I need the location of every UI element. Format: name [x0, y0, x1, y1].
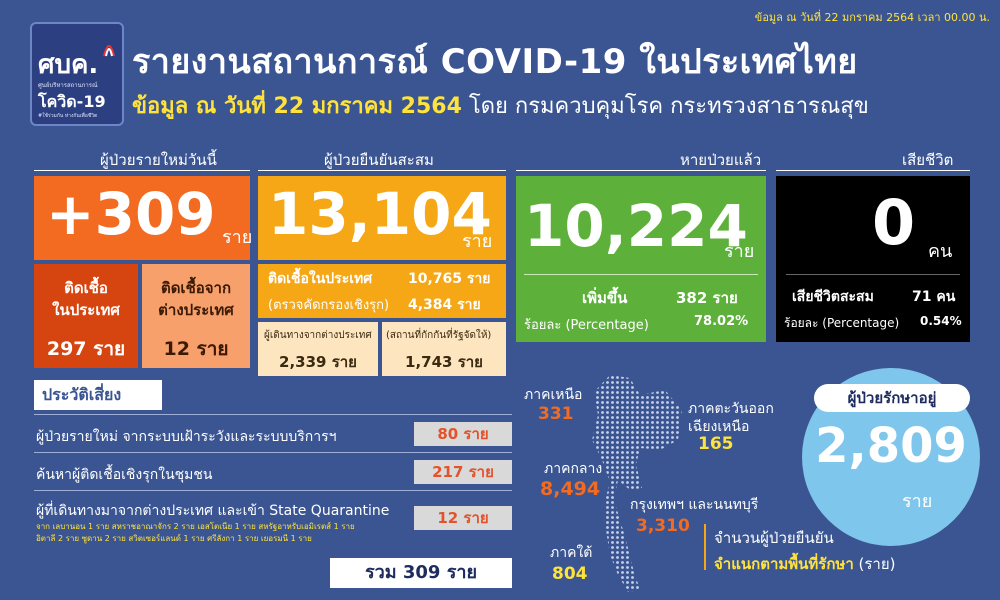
region-north-value: 331	[538, 404, 574, 424]
recovered-pct-label: ร้อยละ (Percentage)	[524, 318, 649, 333]
new-cases-divider	[34, 170, 250, 171]
region-south-value: 804	[552, 564, 588, 584]
recovered-label: หายป่วยแล้ว	[680, 151, 762, 169]
deaths-divider	[776, 170, 970, 171]
map-caption-unit: (ราย)	[853, 555, 896, 573]
dateline: ข้อมูล ณ วันที่ 22 มกราคม 2564 เวลา 00.0…	[754, 11, 990, 24]
recovered-increase-label: เพิ่มขึ้น	[582, 289, 628, 307]
page-title: รายงานสถานการณ์ COVID-19 ในประเทศไทย	[132, 42, 858, 82]
quarantine-label: (สถานที่กักกันที่รัฐจัดให้)	[386, 330, 492, 341]
deaths-value: 0	[872, 186, 916, 259]
region-bangkok-value: 3,310	[636, 516, 690, 536]
treating-value: 2,809	[815, 418, 967, 474]
import-label-1: ติดเชื้อจาก	[160, 279, 232, 297]
local-value: 297 ราย	[46, 338, 126, 360]
risk-row-label: ค้นหาผู้ติดเชื้อเชิงรุกในชุมชน	[36, 467, 213, 483]
local-label-1: ติดเชื้อ	[64, 279, 108, 297]
map-caption-strong: จำแนกตามพื้นที่รักษา	[714, 555, 854, 573]
thailand-map-icon	[592, 375, 682, 592]
page-subtitle: ข้อมูล ณ วันที่ 22 มกราคม 2564 โดย กรมคว…	[132, 88, 869, 123]
deaths-cum-label: เสียชีวิตสะสม	[792, 289, 874, 305]
region-northeast-value: 165	[698, 434, 734, 454]
cumulative-unit: ราย	[462, 231, 493, 252]
region-north-name: ภาคเหนือ	[524, 387, 583, 403]
risk-detail-line: จาก เลบานอน 1 ราย สหราชอาณาจักร 2 ราย เอ…	[36, 522, 355, 531]
risk-row-divider	[34, 490, 512, 491]
cumulative-label: ผู้ป่วยยืนยันสะสม	[324, 151, 434, 169]
risk-header-line	[34, 414, 512, 415]
cumulative-breakdown: ติดเชื้อในประเทศ 10,765 ราย (ตรวจคัดกรอง…	[258, 264, 506, 318]
risk-row-value: 217 ราย	[414, 460, 512, 484]
traveler-value: 2,339 ราย	[279, 353, 357, 371]
logo-covid: โควิด-19	[38, 92, 106, 111]
import-label-2: ต่างประเทศ	[158, 301, 234, 319]
logo-tag: #ใช้ร่วมกัน ห่างกันเพื่อชีวิต	[38, 113, 98, 119]
deaths-unit: คน	[928, 241, 953, 262]
recovered-pct-value: 78.02%	[694, 314, 749, 329]
cumulative-value: 13,104	[268, 180, 492, 248]
deaths-pct-label: ร้อยละ (Percentage)	[784, 316, 900, 330]
logo: ศบค. ศูนย์บริหารสถานการณ์ โควิด-19 #ใช้ร…	[30, 22, 124, 126]
risk-row-label: ผู้ป่วยรายใหม่ จากระบบเฝ้าระวังและระบบบร…	[36, 429, 337, 445]
new-cases-value: +309	[46, 180, 216, 248]
treating-label: ผู้ป่วยรักษาอยู่	[814, 384, 970, 412]
domestic-label: ติดเชื้อในประเทศ	[268, 271, 373, 287]
deaths-divider-inner	[786, 274, 960, 275]
local-label-2: ในประเทศ	[52, 301, 120, 319]
cumulative-divider	[258, 170, 506, 171]
traveler-card: ผู้เดินทางจากต่างประเทศ 2,339 ราย	[258, 322, 378, 376]
treating-unit: ราย	[902, 491, 933, 512]
deaths-cum-value: 71 คน	[912, 289, 956, 305]
region-south-name: ภาคใต้	[550, 545, 593, 561]
domestic-value: 10,765 ราย	[408, 271, 491, 287]
deaths-card: 0 คน เสียชีวิตสะสม 71 คน ร้อยละ (Percent…	[776, 176, 970, 342]
cumulative-card: 13,104 ราย	[258, 176, 506, 260]
risk-detail-line: อิตาลี 2 ราย ซูดาน 2 ราย สวิตเซอร์แลนด์ …	[36, 534, 312, 543]
risk-row-divider	[34, 452, 512, 453]
quarantine-card: (สถานที่กักกันที่รัฐจัดให้) 1,743 ราย	[382, 322, 506, 376]
recovered-divider	[516, 170, 766, 171]
map-caption: จำนวนผู้ป่วยยืนยัน	[714, 529, 834, 547]
map-caption-2: จำแนกตามพื้นที่รักษา (ราย)	[714, 552, 896, 576]
recovered-value: 10,224	[524, 192, 748, 260]
risk-row-label: ผู้ที่เดินทางมาจากต่างประเทศ และเข้า Sta…	[36, 503, 390, 519]
region-central-value: 8,494	[540, 478, 601, 500]
recovered-unit: ราย	[724, 241, 755, 262]
subtitle-source: โดย กรมควบคุมโรค กระทรวงสาธารณสุข	[461, 94, 869, 119]
risk-total: รวม 309 ราย	[330, 558, 512, 588]
logo-subtext: ศูนย์บริหารสถานการณ์	[38, 82, 98, 89]
recovered-divider-inner	[524, 274, 758, 275]
new-cases-label: ผู้ป่วยรายใหม่วันนี้	[100, 151, 217, 169]
risk-header: ประวัติเสี่ยง	[34, 380, 162, 410]
subtitle-date: ข้อมูล ณ วันที่ 22 มกราคม 2564	[132, 94, 462, 119]
flag-stripe-icon	[103, 45, 115, 57]
region-bangkok-name: กรุงเทพฯ และนนทบุรี	[630, 497, 759, 513]
import-value: 12 ราย	[163, 338, 229, 360]
recovered-card: 10,224 ราย เพิ่มขึ้น 382 ราย ร้อยละ (Per…	[516, 176, 766, 342]
deaths-label: เสียชีวิต	[902, 151, 954, 169]
imported-infection-card: ติดเชื้อจาก ต่างประเทศ 12 ราย	[142, 264, 250, 368]
local-infection-card: ติดเชื้อ ในประเทศ 297 ราย	[34, 264, 138, 368]
region-northeast-name: ภาคตะวันออก	[688, 401, 774, 417]
logo-text: ศบค.	[38, 50, 99, 80]
caption-bar	[704, 524, 706, 570]
risk-row-value: 12 ราย	[414, 506, 512, 530]
region-central-name: ภาคกลาง	[544, 461, 603, 477]
quarantine-value: 1,743 ราย	[405, 353, 483, 371]
traveler-label: ผู้เดินทางจากต่างประเทศ	[264, 330, 372, 341]
risk-row-value: 80 ราย	[414, 422, 512, 446]
active-search-value: 4,384 ราย	[408, 297, 481, 313]
active-search-label: (ตรวจคัดกรองเชิงรุก)	[268, 298, 390, 313]
new-cases-card: +309 ราย	[34, 176, 253, 260]
region-northeast-name: เฉียงเหนือ	[688, 419, 750, 435]
recovered-increase-value: 382 ราย	[676, 289, 738, 307]
deaths-pct-value: 0.54%	[920, 314, 962, 328]
new-cases-unit: ราย	[222, 227, 253, 248]
